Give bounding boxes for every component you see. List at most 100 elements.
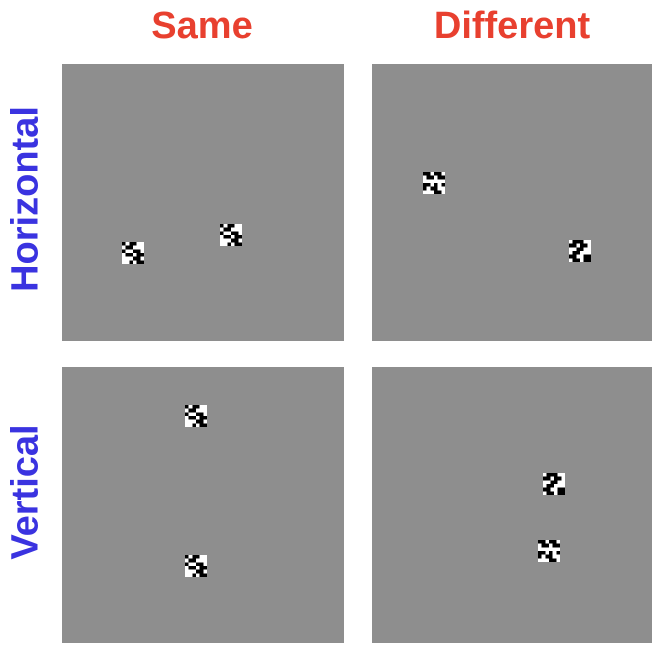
stimulus-pixel [199, 566, 204, 570]
stimulus-pixel [203, 423, 207, 427]
stimulus-pixel [136, 260, 141, 264]
stimulus-pixel [546, 484, 551, 488]
stimulus-pixel [192, 566, 196, 570]
stimulus-patch [122, 242, 144, 264]
stimulus-patch [220, 224, 242, 246]
stimulus-pixel [430, 186, 434, 191]
stimulus-pixel [543, 476, 547, 481]
stimulus-pixel [583, 243, 588, 248]
stimulus-pixel [538, 551, 542, 555]
stimulus-pixel [434, 186, 438, 191]
stimulus-pixel [227, 224, 231, 228]
stimulus-pixel [140, 260, 144, 264]
stimulus-pixel [576, 247, 580, 251]
stimulus-pixel [234, 235, 239, 239]
stimulus-pixel [554, 473, 558, 477]
stimulus-pixel [580, 240, 584, 244]
stimulus-pixel [426, 183, 431, 187]
stimulus-pixel [185, 555, 189, 559]
stimulus-pixel [549, 551, 553, 555]
stimulus-pixel [196, 562, 200, 566]
stimulus-pixel [552, 543, 557, 548]
stimulus-pixel [561, 491, 565, 495]
panel-horizontal-same [62, 64, 344, 341]
stimulus-pixel [538, 540, 542, 544]
stimulus-pixel [203, 416, 207, 420]
stimulus-pixel [227, 242, 231, 246]
stimulus-pixel [556, 551, 560, 555]
stimulus-pixel [231, 238, 235, 243]
stimulus-pixel [223, 235, 228, 239]
stimulus-pixel [572, 258, 577, 262]
stimulus-pixel [203, 566, 207, 570]
stimulus-pixel [125, 253, 130, 257]
stimulus-pixel [227, 227, 231, 232]
stimulus-pixel [192, 423, 196, 427]
stimulus-patch [185, 405, 207, 427]
stimulus-pixel [580, 243, 584, 248]
stimulus-pixel [192, 416, 196, 420]
stimulus-pixel [196, 555, 200, 559]
stimulus-pixel [199, 573, 204, 577]
stimulus-pixel [557, 491, 562, 495]
stimulus-pixel [238, 235, 242, 239]
stimulus-pixel [203, 573, 207, 577]
stimulus-pixel [188, 416, 193, 420]
stimulus-pixel [199, 416, 204, 420]
stimulus-pixel [434, 172, 438, 176]
column-label-same: Same [151, 5, 253, 47]
stimulus-pixel [234, 238, 239, 243]
stimulus-pixel [546, 491, 551, 495]
stimulus-pixel [543, 487, 547, 492]
stimulus-pixel [426, 172, 431, 176]
stimulus-pixel [185, 562, 189, 566]
stimulus-pixel [437, 175, 442, 180]
stimulus-pixel [188, 566, 193, 570]
stimulus-pattern [569, 240, 591, 262]
stimulus-pixel [583, 258, 588, 262]
row-label-horizontal: Horizontal [4, 106, 47, 292]
stimulus-pixel [196, 419, 200, 424]
stimulus-pixel [572, 243, 577, 248]
stimulus-pixel [541, 543, 546, 548]
stimulus-pixel [550, 480, 554, 484]
stimulus-pixel [140, 253, 144, 257]
stimulus-pixel [569, 254, 573, 259]
stimulus-pixel [125, 245, 130, 250]
stimulus-pixel [550, 484, 554, 488]
stimulus-pixel [541, 540, 546, 544]
stimulus-pixel [423, 172, 427, 176]
stimulus-pixel [546, 476, 551, 481]
stimulus-pixel [220, 231, 224, 235]
stimulus-pattern [220, 224, 242, 246]
stimulus-pixel [550, 473, 554, 477]
stimulus-pixel [227, 235, 231, 239]
stimulus-pixel [549, 540, 553, 544]
stimulus-pixel [430, 175, 434, 180]
stimulus-pattern [423, 172, 445, 194]
stimulus-pixel [122, 249, 126, 253]
stimulus-pixel [541, 551, 546, 555]
stimulus-pixel [546, 487, 551, 492]
stimulus-pixel [196, 412, 200, 416]
stimulus-pixel [561, 487, 565, 492]
stimulus-pixel [234, 231, 239, 235]
stimulus-patch [543, 473, 565, 495]
stimulus-pixel [192, 408, 196, 413]
stimulus-pixel [546, 473, 551, 477]
stimulus-pixel [434, 190, 438, 194]
stimulus-pixel [196, 569, 200, 574]
stimulus-patch [569, 240, 591, 262]
stimulus-pixel [538, 554, 542, 559]
stimulus-pixel [549, 554, 553, 559]
stimulus-pixel [557, 476, 562, 481]
panel-vertical-same [62, 367, 344, 643]
panel-horizontal-different [372, 64, 652, 341]
stimulus-pixel [552, 558, 557, 562]
stimulus-pixel [129, 253, 133, 257]
stimulus-pixel [185, 405, 189, 409]
stimulus-pixel [437, 172, 442, 176]
stimulus-pixel [441, 175, 445, 180]
stimulus-pixel [231, 231, 235, 235]
stimulus-pixel [556, 543, 560, 548]
